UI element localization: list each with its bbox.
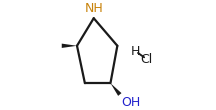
Text: Cl: Cl (141, 53, 153, 66)
Text: OH: OH (121, 96, 140, 109)
Polygon shape (110, 83, 121, 96)
Text: NH: NH (84, 2, 103, 15)
Text: H: H (130, 45, 140, 58)
Polygon shape (62, 44, 77, 48)
